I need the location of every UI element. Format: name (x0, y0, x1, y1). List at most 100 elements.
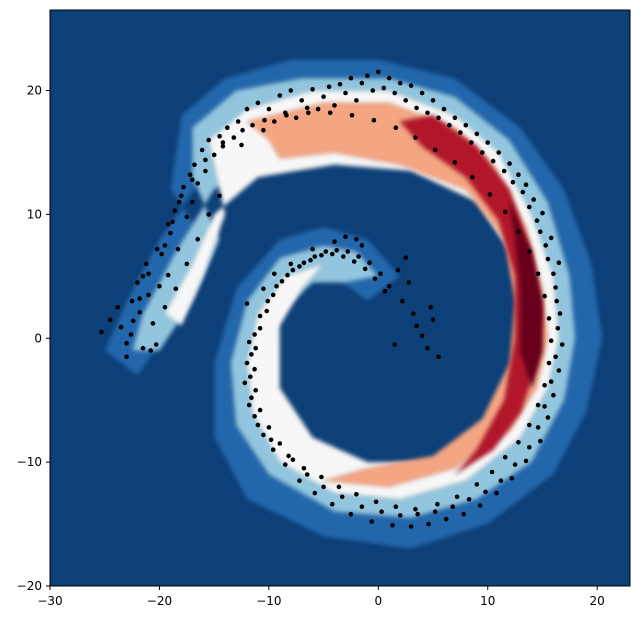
scatter-point (124, 340, 129, 346)
scatter-point (129, 298, 135, 304)
scatter-point (274, 283, 279, 289)
scatter-point (557, 311, 563, 316)
scatter-point (246, 339, 252, 345)
scatter-point (494, 490, 499, 496)
scatter-point (393, 504, 399, 510)
scatter-point (559, 342, 565, 347)
scatter-point (527, 204, 532, 210)
scatter-point (306, 110, 311, 116)
scatter-point (187, 172, 193, 177)
scatter-point (330, 251, 335, 257)
scatter-point (304, 105, 310, 111)
scatter-point (543, 243, 548, 248)
scatter-point (523, 458, 529, 464)
scatter-point (195, 181, 200, 186)
scatter-point (321, 94, 326, 99)
scatter-point (419, 90, 425, 96)
scatter-point (359, 80, 365, 86)
scatter-point (165, 272, 171, 278)
scatter-point (425, 110, 430, 116)
density-contour-level-5 (399, 115, 543, 475)
x-tick-label: 0 (374, 594, 382, 608)
scatter-point (332, 103, 337, 108)
scatter-point (220, 140, 226, 145)
scatter-point (502, 209, 508, 215)
scatter-point (244, 360, 250, 366)
scatter-point (362, 266, 368, 272)
scatter-point (244, 301, 250, 306)
scatter-point (168, 230, 173, 236)
scatter-point (319, 474, 324, 480)
scatter-point (548, 235, 554, 241)
scatter-point (531, 197, 536, 202)
scatter-point (542, 293, 547, 299)
scatter-point (527, 422, 532, 428)
scatter-point (348, 75, 354, 81)
scatter-point (428, 305, 434, 310)
scatter-point (452, 160, 458, 165)
scatter-point (498, 478, 504, 484)
scatter-point (261, 127, 266, 133)
scatter-point (477, 503, 483, 508)
scatter-point (555, 326, 561, 331)
scatter-point (206, 212, 211, 217)
scatter-point (474, 482, 480, 487)
scatter-point (403, 98, 409, 103)
scatter-point (319, 253, 324, 258)
scatter-point (203, 157, 208, 163)
scatter-point (162, 305, 168, 310)
scatter-point (463, 122, 469, 128)
scatter-point (454, 494, 460, 500)
scatter-point (365, 73, 370, 78)
scatter-point (312, 490, 318, 496)
scatter-point (255, 422, 261, 428)
scatter-point (265, 298, 271, 304)
scatter-point (443, 516, 449, 522)
scatter-point (179, 193, 184, 199)
scatter-point (553, 354, 558, 360)
scatter-point (257, 326, 263, 331)
scatter-point (523, 182, 529, 187)
scatter-point (386, 75, 392, 81)
scatter-point (217, 193, 222, 199)
scatter-point (474, 131, 480, 137)
scatter-point (162, 243, 168, 248)
scatter-point (339, 494, 345, 500)
scatter-point (382, 288, 388, 294)
scatter-point (535, 425, 541, 430)
scatter-point (144, 261, 149, 267)
scatter-point (326, 84, 332, 90)
scatter-point (206, 137, 211, 143)
scatter-point (290, 457, 296, 463)
scatter-point (392, 90, 398, 96)
scatter-point (176, 199, 182, 205)
scatter-point (135, 280, 140, 285)
scatter-point (343, 234, 348, 239)
x-tick-label: −10 (256, 594, 281, 608)
scatter-point (195, 236, 200, 242)
scatter-point (356, 254, 361, 259)
scatter-point (310, 87, 315, 92)
density-contour-level-2 (131, 77, 576, 519)
scatter-point (297, 478, 302, 484)
scatter-point (315, 106, 321, 112)
scatter-point (546, 360, 552, 366)
scatter-point (283, 462, 288, 467)
scatter-point (277, 93, 283, 98)
plot-frame (49, 9, 631, 587)
scatter-point (516, 229, 521, 234)
scatter-point (545, 415, 551, 420)
scatter-point (181, 184, 186, 190)
scatter-point (406, 280, 412, 285)
scatter-point (447, 122, 452, 128)
scatter-point (336, 484, 342, 490)
scatter-point (461, 511, 467, 517)
x-axis: −30 −20 −10 0 10 20 (37, 586, 605, 608)
scatter-point (299, 98, 305, 103)
scatter-point (323, 249, 329, 254)
scatter-point (252, 332, 257, 337)
scatter-point (312, 254, 318, 259)
scatter-point (535, 271, 541, 277)
scatter-point (252, 414, 257, 419)
